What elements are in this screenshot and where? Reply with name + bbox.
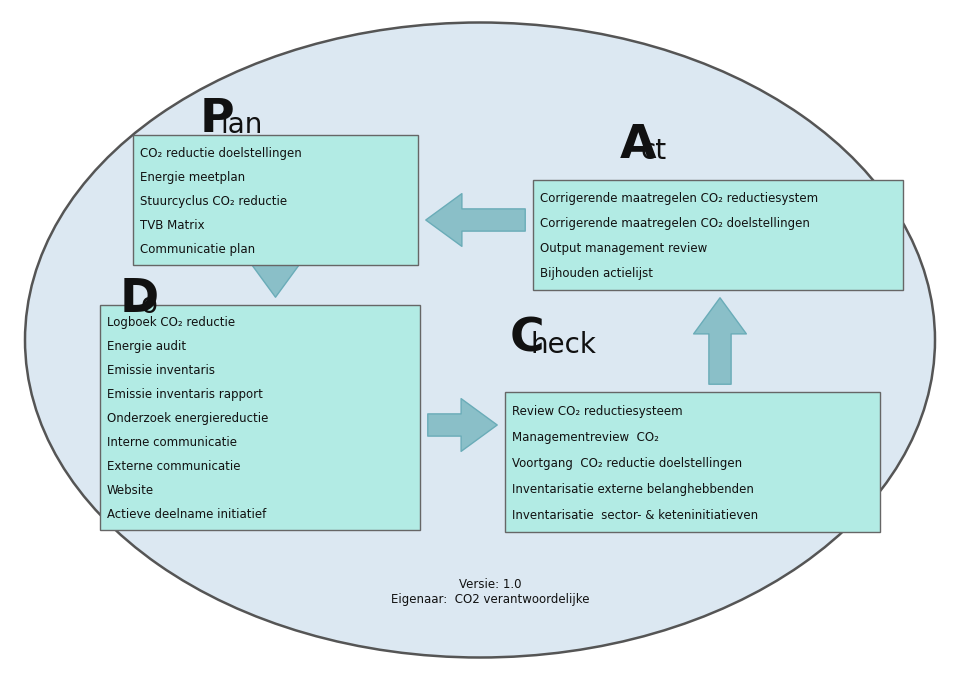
FancyBboxPatch shape [100,305,420,530]
Text: Actieve deelname initiatief: Actieve deelname initiatief [107,508,266,521]
Text: Logboek CO₂ reductie: Logboek CO₂ reductie [107,316,235,329]
Text: Onderzoek energiereductie: Onderzoek energiereductie [107,412,269,425]
Text: heck: heck [530,331,596,359]
Text: D: D [120,277,159,322]
Text: Output management review: Output management review [540,242,708,255]
FancyBboxPatch shape [533,180,903,290]
Text: Emissie inventaris rapport: Emissie inventaris rapport [107,388,263,401]
Text: o: o [140,291,157,320]
Text: Emissie inventaris: Emissie inventaris [107,364,215,377]
FancyArrowPatch shape [426,194,525,246]
Text: Review CO₂ reductiesysteem: Review CO₂ reductiesysteem [512,405,683,418]
Ellipse shape [25,22,935,658]
Text: Eigenaar:  CO2 verantwoordelijke: Eigenaar: CO2 verantwoordelijke [391,594,589,607]
FancyArrowPatch shape [428,398,497,452]
Text: Energie meetplan: Energie meetplan [140,171,245,184]
FancyArrowPatch shape [249,261,301,297]
Text: Communicatie plan: Communicatie plan [140,243,255,256]
FancyArrowPatch shape [694,298,746,384]
Text: C: C [510,317,544,362]
Text: Voortgang  CO₂ reductie doelstellingen: Voortgang CO₂ reductie doelstellingen [512,457,742,470]
Text: TVB Matrix: TVB Matrix [140,219,204,232]
Text: Corrigerende maatregelen CO₂ doelstellingen: Corrigerende maatregelen CO₂ doelstellin… [540,217,810,231]
Text: Bijhouden actielijst: Bijhouden actielijst [540,267,653,280]
Text: P: P [200,97,235,142]
FancyBboxPatch shape [133,135,418,265]
FancyBboxPatch shape [505,392,880,532]
Text: Managementreview  CO₂: Managementreview CO₂ [512,431,659,444]
Text: Inventarisatie externe belanghebbenden: Inventarisatie externe belanghebbenden [512,483,754,496]
Text: Versie: 1.0: Versie: 1.0 [459,579,521,592]
Text: lan: lan [221,112,263,139]
Text: Externe communicatie: Externe communicatie [107,460,241,473]
Text: CO₂ reductie doelstellingen: CO₂ reductie doelstellingen [140,147,301,160]
Text: Interne communicatie: Interne communicatie [107,436,237,449]
Text: Energie audit: Energie audit [107,341,186,354]
Text: Website: Website [107,484,155,497]
Text: Stuurcyclus CO₂ reductie: Stuurcyclus CO₂ reductie [140,194,287,207]
Text: ct: ct [640,137,666,165]
Text: Corrigerende maatregelen CO₂ reductiesystem: Corrigerende maatregelen CO₂ reductiesys… [540,192,818,205]
Text: Inventarisatie  sector- & keteninitiatieven: Inventarisatie sector- & keteninitiatiev… [512,509,758,522]
Text: A: A [620,123,657,168]
